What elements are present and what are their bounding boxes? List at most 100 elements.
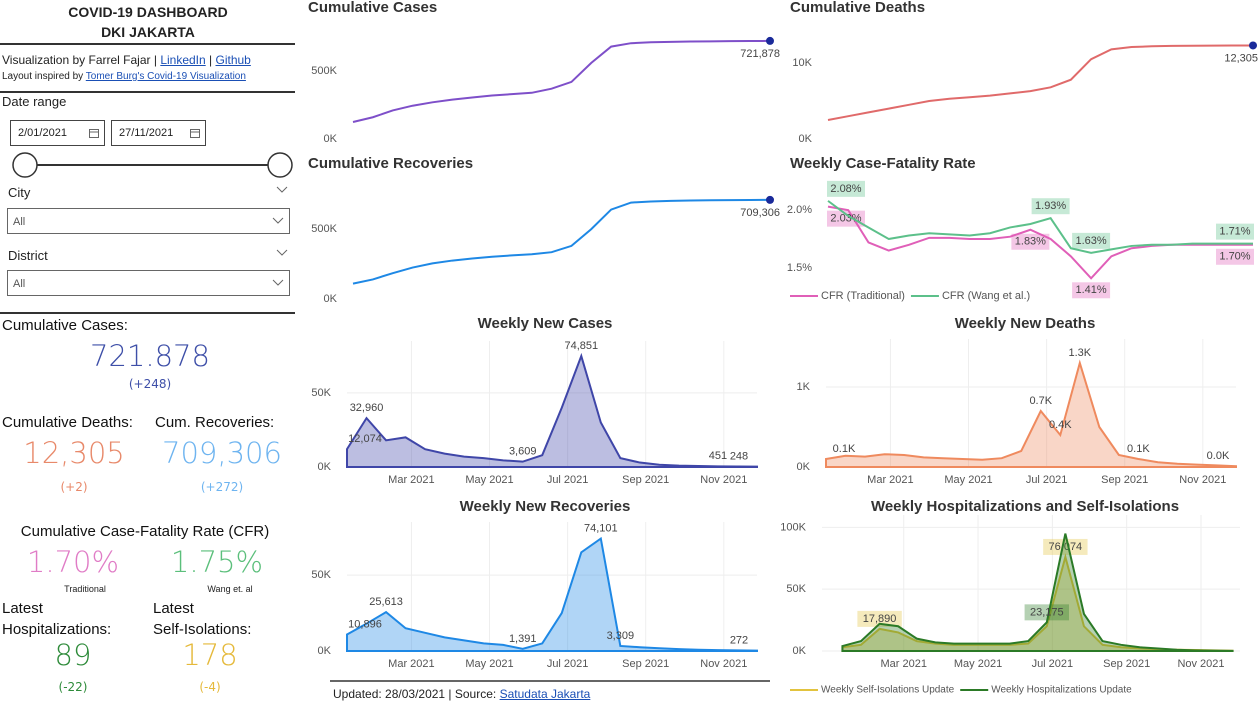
x-tick-label: Sep 2021	[622, 474, 669, 486]
cases-value: 721.878	[90, 339, 210, 373]
x-tick-label: Mar 2021	[881, 658, 927, 670]
chart-title: Weekly New Deaths	[955, 315, 1096, 332]
value-label-bg	[1043, 538, 1088, 555]
start-date-input[interactable]: 2/01/2021	[10, 120, 105, 146]
credit: Visualization by Farrel Fajar | LinkedIn…	[2, 54, 251, 66]
cfr-label: Cumulative Case-Fatality Rate (CFR)	[20, 523, 270, 540]
recoveries-change: (+272)	[200, 480, 244, 494]
value-label: 0.1K	[1127, 443, 1150, 455]
github-link[interactable]: Github	[215, 53, 251, 67]
value-label: 0.1K	[833, 443, 856, 455]
divider	[0, 91, 295, 93]
x-tick-label: May 2021	[465, 658, 513, 670]
isolation-value: 178	[182, 638, 238, 672]
y-tick-label: 1.5%	[787, 262, 812, 274]
y-tick-label: 100K	[780, 521, 806, 533]
x-tick-label: Nov 2021	[700, 658, 747, 670]
value-label: 1.3K	[1068, 347, 1091, 359]
date-slider[interactable]	[0, 150, 296, 180]
line	[352, 198, 771, 285]
chevron	[272, 279, 284, 286]
city-dropdown[interactable]: All	[7, 208, 290, 234]
value-label: 3,609	[509, 446, 537, 458]
value-label: 74,851	[564, 340, 598, 352]
x-tick-label: Nov 2021	[700, 474, 747, 486]
isolation-change: (-4)	[199, 680, 221, 694]
value-label: 10,896	[348, 618, 382, 630]
value-label-bg	[1216, 223, 1254, 240]
hosp-label: Latest	[2, 600, 43, 617]
calendar-icon	[89, 129, 99, 138]
x-tick-label: Mar 2021	[867, 474, 913, 486]
deaths-label: Cumulative Deaths:	[2, 414, 133, 431]
district-value: All	[13, 278, 26, 290]
value-label: 1.63%	[1075, 235, 1106, 247]
cfr-wang: 1.75%	[170, 545, 264, 579]
end-marker	[1249, 41, 1257, 50]
end-date-input[interactable]: 27/11/2021	[111, 120, 206, 146]
value-label: 76,074	[1049, 541, 1083, 553]
legend-label: CFR (Wang et al.)	[942, 290, 1030, 302]
line	[827, 44, 1254, 121]
line	[352, 39, 771, 123]
end-date: 27/11/2021	[119, 127, 174, 139]
y-tick-label: 0K	[318, 461, 332, 473]
value-label: 451	[709, 450, 727, 462]
dashboard-subtitle: DKI JAKARTA	[101, 24, 195, 40]
y-tick-label: 0K	[799, 133, 813, 145]
chart-title: Weekly Hospitalizations and Self-Isolati…	[871, 498, 1179, 515]
hosp-label: Hospitalizations:	[2, 621, 112, 638]
layout-link[interactable]: Tomer Burg's Covid-19 Visualization	[85, 71, 246, 82]
value-label-bg	[827, 180, 865, 197]
value-label: 1.41%	[1075, 284, 1106, 296]
value-label: 23,175	[1030, 606, 1064, 618]
x-tick-label: Nov 2021	[1179, 474, 1226, 486]
x-tick-label: Jul 2021	[547, 474, 589, 486]
chevron[interactable]	[276, 186, 288, 194]
value-label: 12,305	[1224, 52, 1258, 64]
credit-text: Visualization by Farrel Fajar |	[2, 53, 157, 67]
slider-handle[interactable]	[267, 152, 293, 178]
y-tick-label: 50K	[311, 387, 331, 399]
footer-text: Updated: 28/03/2021 | Source:	[333, 687, 497, 701]
district-dropdown[interactable]: All	[7, 270, 290, 296]
y-tick-label: 500K	[311, 65, 337, 77]
value-label-bg	[1031, 198, 1070, 215]
y-tick-label: 0K	[318, 645, 332, 657]
y-tick-label: 0K	[797, 461, 811, 473]
value-label: 248	[730, 451, 748, 463]
divider	[0, 312, 295, 314]
value-label: 1.70%	[1219, 251, 1250, 263]
sidebar: COVID-19 DASHBOARD DKI JAKARTA Visualiza…	[0, 0, 296, 703]
x-tick-label: Jul 2021	[547, 658, 589, 670]
city-value: All	[13, 216, 26, 228]
value-label: 12,074	[348, 433, 382, 445]
source-link[interactable]: Satudata Jakarta	[499, 687, 591, 701]
y-tick-label: 50K	[311, 569, 331, 581]
value-label: 32,960	[350, 402, 384, 414]
chart-title: Weekly New Recoveries	[460, 498, 631, 515]
area	[346, 352, 758, 468]
linkedin-link[interactable]: LinkedIn	[160, 53, 206, 67]
end-marker	[766, 195, 774, 204]
value-label-bg	[1024, 604, 1069, 621]
value-label: 1.93%	[1035, 200, 1066, 212]
chart-title: Weekly New Cases	[478, 315, 613, 332]
value-label: 1,391	[509, 633, 537, 645]
value-label-bg	[827, 210, 865, 227]
slider-handle[interactable]	[12, 152, 38, 178]
hosp-value: 89	[54, 638, 92, 672]
value-label: 3,309	[607, 630, 635, 642]
chart-title: Cumulative Cases	[308, 0, 437, 16]
chevron[interactable]	[276, 249, 288, 257]
recoveries-label: Cum. Recoveries:	[155, 414, 275, 431]
value-label: 0.7K	[1029, 395, 1052, 407]
value-label-bg	[1011, 233, 1050, 250]
chart-title: Weekly Case-Fatality Rate	[790, 155, 976, 172]
cases-change: (+248)	[128, 377, 172, 391]
y-tick-label: 0K	[793, 645, 807, 657]
area	[825, 359, 1237, 468]
y-tick-label: 2.0%	[787, 204, 812, 216]
